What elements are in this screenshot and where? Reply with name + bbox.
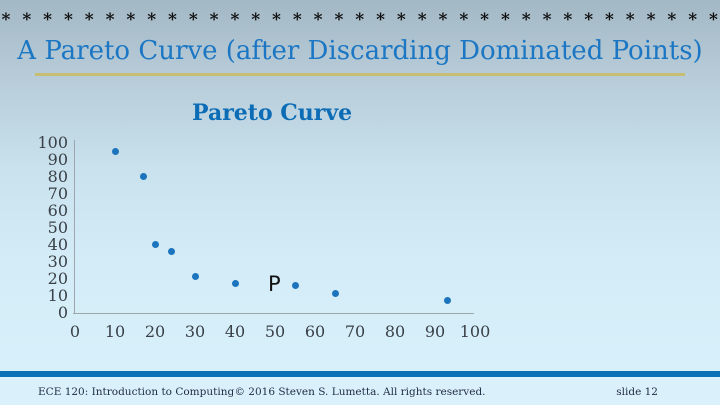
x-axis-line bbox=[73, 313, 474, 314]
footer-stripe bbox=[0, 371, 720, 377]
footer: ECE 120: Introduction to Computing © 201… bbox=[0, 377, 720, 405]
data-point bbox=[151, 241, 159, 248]
data-point bbox=[443, 297, 451, 305]
asterisk-decoration-row: * * * * * * * * * * * * * * * * * * * * … bbox=[1, 10, 719, 30]
x-axis-tick-label: 90 bbox=[424, 322, 446, 341]
x-axis-tick-label: 0 bbox=[69, 322, 81, 341]
footer-slide-number: slide 12 bbox=[616, 386, 658, 398]
y-axis-tick-label: 30 bbox=[47, 251, 68, 271]
x-axis-tick-label: 80 bbox=[384, 322, 406, 341]
data-point bbox=[139, 173, 147, 180]
x-axis-tick-label: 50 bbox=[264, 322, 286, 341]
y-axis-tick-label: 90 bbox=[47, 149, 68, 169]
y-axis-tick-label: 0 bbox=[57, 302, 68, 322]
chart-title: Pareto Curve bbox=[192, 100, 353, 126]
footer-copyright: © 2016 Steven S. Lumetta. All rights res… bbox=[234, 386, 486, 398]
title-underline-rule bbox=[35, 73, 685, 76]
slide-title: A Pareto Curve (after Discarding Dominat… bbox=[17, 36, 703, 66]
x-axis-tick-label: 30 bbox=[184, 322, 206, 341]
point-label-P: P bbox=[268, 272, 281, 297]
y-axis-line bbox=[74, 140, 75, 313]
y-axis-tick-label: 40 bbox=[47, 234, 68, 254]
data-point bbox=[231, 280, 239, 288]
x-axis-tick-label: 60 bbox=[304, 322, 326, 341]
data-point bbox=[167, 247, 175, 255]
y-axis-tick-label: 20 bbox=[47, 268, 68, 288]
y-axis-tick-label: 80 bbox=[47, 166, 68, 186]
x-axis-tick-label: 100 bbox=[459, 322, 491, 341]
x-axis-tick-label: 40 bbox=[224, 322, 246, 341]
y-axis-tick-label: 70 bbox=[47, 183, 68, 203]
y-axis-tick-label: 100 bbox=[37, 132, 68, 152]
y-axis-tick-label: 50 bbox=[47, 217, 68, 237]
data-point bbox=[111, 147, 119, 155]
x-axis-tick-label: 70 bbox=[344, 322, 366, 341]
x-axis-tick-label: 10 bbox=[104, 322, 126, 341]
data-point bbox=[291, 281, 299, 289]
x-axis-tick-label: 20 bbox=[144, 322, 166, 341]
y-axis-tick-label: 10 bbox=[47, 285, 68, 305]
data-point bbox=[331, 290, 339, 298]
y-axis-tick-label: 60 bbox=[47, 200, 68, 220]
data-point bbox=[191, 273, 199, 281]
footer-course-label: ECE 120: Introduction to Computing bbox=[38, 386, 235, 398]
